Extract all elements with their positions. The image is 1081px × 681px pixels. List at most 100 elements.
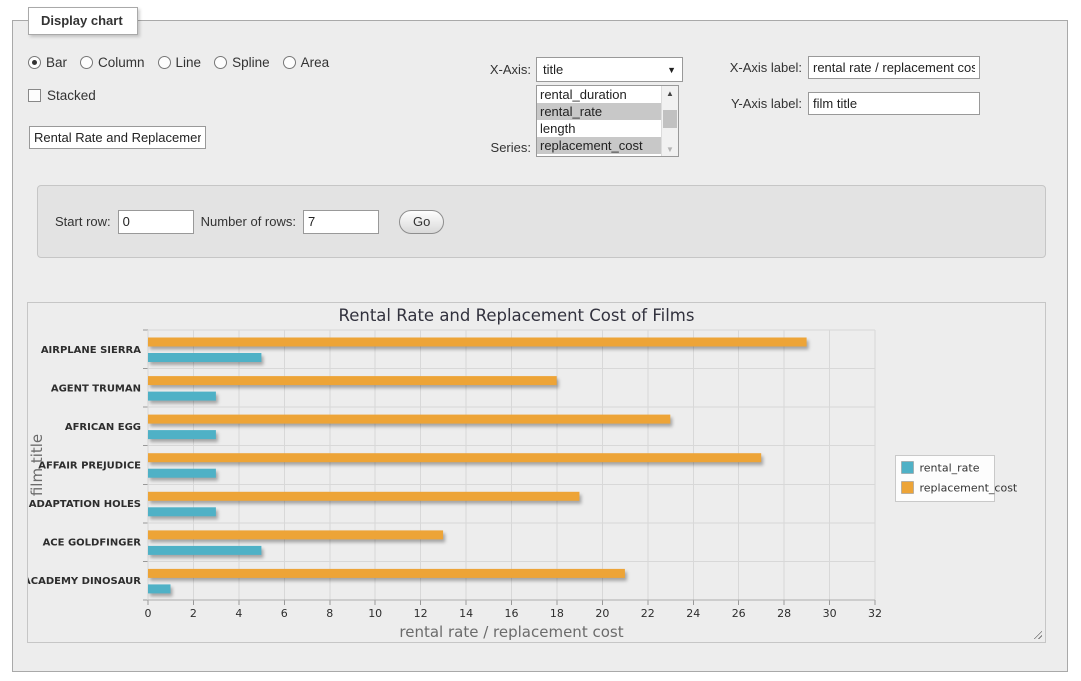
x-tick-label: 4	[235, 607, 242, 620]
start-row-input[interactable]	[117, 209, 194, 234]
x-tick-label: 24	[686, 607, 700, 620]
x-axis-label-label: X-Axis label:	[729, 60, 802, 75]
category-label: AGENT TRUMAN	[51, 383, 141, 394]
stacked-checkbox-row[interactable]: Stacked	[28, 88, 96, 103]
row-range-panel: Start row: Number of rows: Go	[37, 185, 1046, 258]
bar-chart: 0 2 4 6 8 10 12 14 16 18 20 22 24 26 28 30 32 AIRPLANE SI…	[28, 303, 1045, 644]
legend-label: replacement_cost	[920, 482, 1018, 495]
go-button[interactable]: Go	[399, 209, 445, 234]
bar-rental_rate[interactable]	[148, 391, 216, 401]
scroll-up-icon[interactable]: ▲	[666, 88, 674, 98]
scrollbar-thumb[interactable]	[663, 110, 677, 128]
series-option-length[interactable]: length	[540, 121, 576, 136]
category-label: AFFAIR PREJUDICE	[38, 461, 141, 472]
radio-button-icon[interactable]	[282, 56, 296, 69]
radio-button-icon[interactable]	[80, 56, 94, 69]
x-axis-title: rental rate / replacement cost	[399, 623, 623, 641]
num-rows-input[interactable]	[303, 209, 379, 234]
x-tick-label: 18	[550, 607, 564, 620]
bar-rental_rate[interactable]	[148, 507, 216, 517]
x-tick-label: 8	[326, 607, 333, 620]
bar-replacement_cost[interactable]	[148, 337, 807, 347]
category-label: AIRPLANE SIERRA	[41, 345, 141, 356]
series-option-replacement_cost[interactable]: replacement_cost	[537, 137, 661, 154]
bar-rental_rate[interactable]	[148, 353, 262, 362]
x-tick-label: 20	[595, 607, 609, 620]
radio-column[interactable]: Column	[80, 55, 145, 70]
radio-label: Bar	[46, 55, 68, 70]
x-tick-label: 12	[414, 607, 428, 620]
bar-replacement_cost[interactable]	[148, 568, 625, 578]
radio-area[interactable]: Area	[282, 55, 330, 70]
series-option-rental_rate[interactable]: rental_rate	[537, 103, 661, 120]
x-tick-label: 2	[190, 607, 197, 620]
x-tick-label: 26	[732, 607, 746, 620]
category-label: ADAPTATION HOLES	[29, 499, 141, 510]
category-label: AFRICAN EGG	[65, 422, 141, 433]
x-tick-label: 6	[281, 607, 288, 620]
chart-legend: rental_rate replacement_cost	[895, 455, 1018, 502]
radio-button-icon[interactable]	[157, 56, 171, 69]
x-tick-label: 32	[868, 607, 882, 620]
series-listbox[interactable]: rental_duration rental_rate length replacem…	[536, 85, 679, 157]
start-row-label: Start row:	[55, 214, 111, 229]
x-tick-label: 30	[823, 607, 837, 620]
radio-button-icon[interactable]	[214, 56, 228, 69]
x-axis-select[interactable]: title ▼	[536, 57, 683, 82]
y-axis-label-label: Y-Axis label:	[730, 96, 802, 111]
y-axis-label-input[interactable]	[808, 92, 980, 115]
listbox-scrollbar[interactable]: ▲ ▼	[661, 86, 678, 156]
bar-rental_rate[interactable]	[148, 584, 171, 594]
y-axis-title: film title	[28, 434, 46, 496]
chart-title: Rental Rate and Replacement Cost of Film…	[339, 306, 695, 325]
radio-line[interactable]: Line	[157, 55, 202, 70]
legend-label: rental_rate	[920, 462, 980, 475]
x-tick-label: 14	[459, 607, 473, 620]
chart-title-input[interactable]	[29, 126, 206, 149]
resize-handle-icon[interactable]	[1031, 628, 1042, 639]
x-tick-label: 10	[368, 607, 382, 620]
chart-type-radios: Bar Column Line Spline Area	[28, 55, 329, 70]
series-label: Series:	[490, 140, 531, 155]
series-options: rental_duration rental_rate length replacem…	[537, 86, 661, 156]
radio-button-icon[interactable]	[28, 56, 41, 69]
x-axis-label-input[interactable]	[808, 56, 980, 79]
legend-swatch	[901, 461, 914, 474]
bar-rental_rate[interactable]	[148, 545, 262, 555]
bar-replacement_cost[interactable]	[148, 530, 444, 540]
radio-spline[interactable]: Spline	[214, 55, 270, 70]
series-option-rental_duration[interactable]: rental_duration	[540, 87, 627, 102]
display-chart-fieldset: Display chart Bar Column Line Spline Area St…	[12, 7, 1068, 672]
x-axis-select-label: X-Axis:	[489, 62, 531, 77]
x-tick-label: 28	[777, 607, 791, 620]
num-rows-label: Number of rows:	[200, 214, 296, 229]
radio-label: Line	[175, 55, 202, 70]
category-label: ACE GOLDFINGER	[43, 538, 142, 549]
bar-replacement_cost[interactable]	[148, 414, 671, 424]
chevron-down-icon: ▼	[667, 64, 676, 75]
category-label: ACADEMY DINOSAUR	[28, 576, 141, 587]
legend-item-rental_rate[interactable]: rental_rate	[901, 461, 980, 475]
x-tick-label: 22	[641, 607, 655, 620]
chart-panel: 0 2 4 6 8 10 12 14 16 18 20 22 24 26 28 30 32 AIRPLANE SI…	[27, 302, 1046, 643]
bar-rental_rate[interactable]	[148, 468, 216, 478]
bar-replacement_cost[interactable]	[148, 376, 557, 386]
legend-swatch	[901, 481, 914, 494]
stacked-label: Stacked	[47, 88, 96, 103]
radio-label: Column	[98, 55, 145, 70]
bar-rental_rate[interactable]	[148, 430, 216, 440]
bar-replacement_cost[interactable]	[148, 491, 580, 501]
radio-label: Area	[300, 55, 330, 70]
stacked-checkbox[interactable]	[28, 89, 41, 102]
radio-bar[interactable]: Bar	[28, 55, 67, 70]
fieldset-legend: Display chart	[28, 7, 138, 35]
scroll-down-icon[interactable]: ▼	[666, 144, 674, 154]
x-tick-label: 0	[145, 607, 152, 620]
radio-label: Spline	[232, 55, 270, 70]
x-tick-label: 16	[505, 607, 519, 620]
bar-replacement_cost[interactable]	[148, 453, 762, 463]
legend-item-replacement_cost[interactable]: replacement_cost	[901, 481, 1018, 495]
x-axis-select-value: title	[543, 62, 564, 77]
